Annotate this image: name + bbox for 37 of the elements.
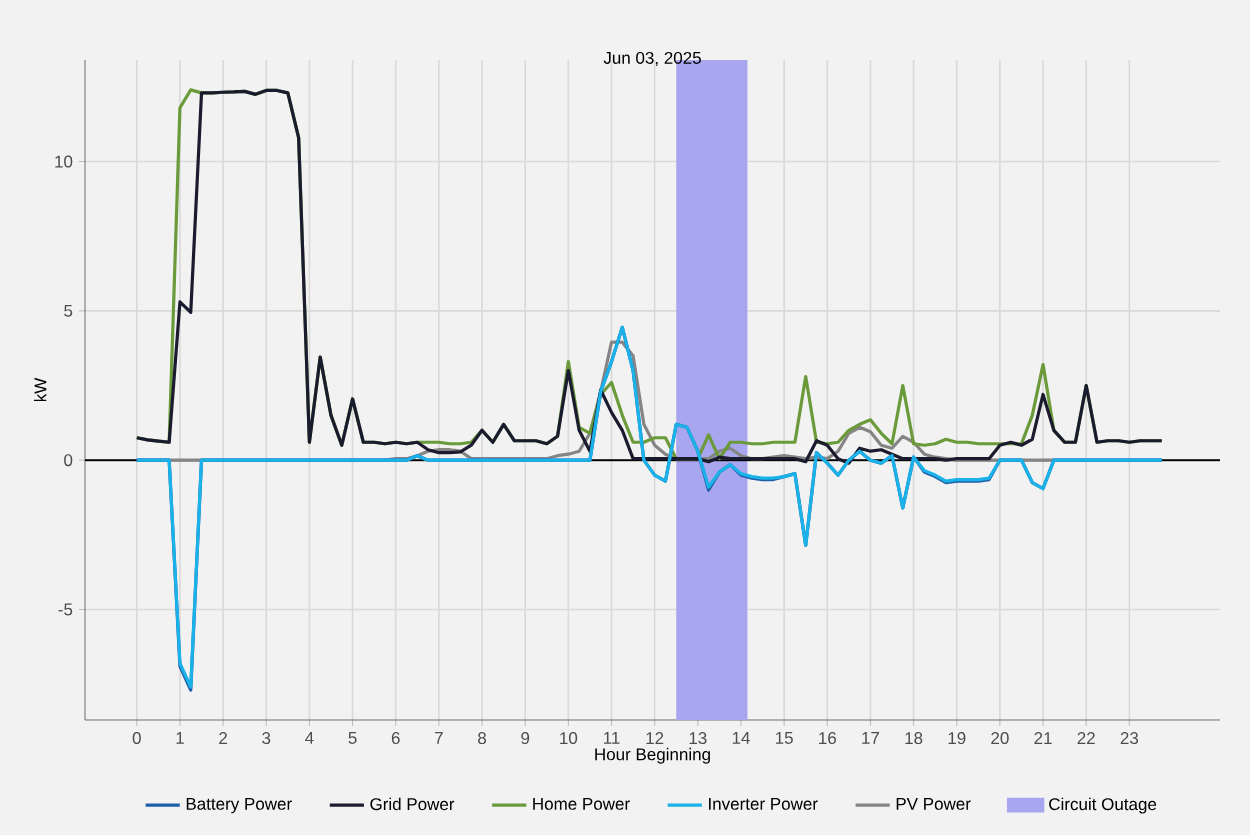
x-tick-label: 10: [560, 732, 578, 745]
x-tick-label: 15: [775, 732, 793, 744]
x-tick-label: 12: [646, 732, 664, 744]
x-tick-label: 11: [603, 732, 620, 744]
x-tick-label: 14: [732, 732, 750, 744]
x-tick-label: 21: [1034, 732, 1052, 744]
x-tick-label: 5: [348, 732, 357, 744]
x-tick-label: 18: [905, 732, 923, 745]
legend-label: Circuit Outage: [1049, 797, 1157, 814]
legend-label: Inverter Power: [709, 797, 818, 810]
x-tick-label: 23: [1120, 732, 1139, 745]
x-tick-label: 3: [262, 732, 271, 745]
x-tick-label: 1: [176, 732, 184, 744]
x-tick-label: 0: [132, 732, 141, 745]
legend-label: Battery Power: [186, 797, 292, 814]
y-tick-label: 5: [64, 304, 73, 317]
legend-label: Home Power: [533, 797, 630, 810]
y-axis-title: kW: [33, 377, 47, 402]
chart-title: Jun 03, 2025: [603, 51, 701, 66]
x-tick-label: 16: [819, 732, 836, 745]
x-tick-label: 7: [435, 732, 443, 744]
x-tick-label: 17: [862, 732, 880, 744]
x-tick-label: 4: [305, 732, 314, 744]
y-tick-label: 10: [55, 155, 73, 168]
x-tick-label: 6: [391, 732, 400, 745]
x-tick-label: 2: [219, 732, 227, 744]
x-tick-label: 9: [521, 732, 530, 745]
x-tick-label: 20: [991, 732, 1009, 745]
legend-label: PV Power: [896, 797, 971, 810]
y-tick-label: 0: [64, 454, 73, 467]
legend-label: Grid Power: [370, 797, 455, 811]
x-axis-title: Hour Beginning: [595, 747, 710, 764]
x-tick-label: 8: [478, 732, 487, 745]
x-tick-label: 19: [948, 732, 966, 745]
x-tick-label: 22: [1077, 732, 1095, 744]
y-tick-label: -5: [58, 603, 73, 616]
x-tick-label: 13: [689, 732, 707, 745]
